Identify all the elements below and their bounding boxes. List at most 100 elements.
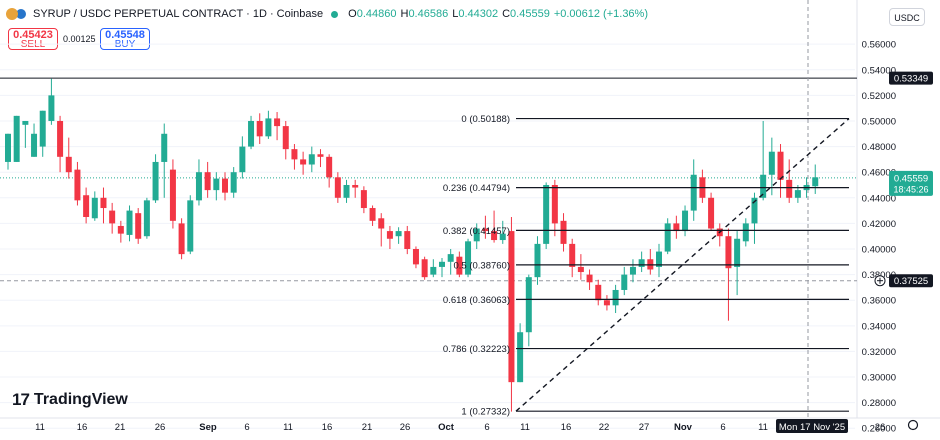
- high-label: H: [400, 8, 409, 20]
- candle-body: [534, 243, 541, 278]
- y-tick-label: 0.32000: [862, 347, 896, 358]
- candle-body: [629, 266, 636, 275]
- x-tick-label: 16: [77, 422, 88, 433]
- countdown-label: 18:45:26: [893, 184, 928, 194]
- candle-body: [786, 179, 793, 198]
- settings-gear-icon[interactable]: [907, 419, 919, 431]
- fib-trend-line[interactable]: [515, 118, 850, 412]
- candle-body: [430, 266, 437, 275]
- x-tick-label: 6: [244, 422, 249, 433]
- candle-body: [230, 172, 237, 193]
- y-tick-label: 0.26000: [862, 424, 896, 435]
- candle-body: [812, 177, 819, 187]
- close-label: C: [502, 8, 511, 20]
- candle-body: [560, 220, 567, 244]
- candle-body: [586, 274, 593, 283]
- chart-header: SYRUP / USDC PERPETUAL CONTRACT · 1D · C…: [6, 8, 648, 20]
- candle-body: [551, 184, 558, 224]
- x-tick-label: Sep: [199, 422, 217, 433]
- candle-body: [334, 177, 341, 198]
- symbol-title[interactable]: SYRUP / USDC PERPETUAL CONTRACT · 1D · C…: [33, 8, 324, 20]
- y-tick-label: 0.30000: [862, 373, 896, 384]
- x-tick-label: 27: [639, 422, 650, 433]
- candle-body: [491, 231, 498, 241]
- candle-body: [369, 208, 376, 221]
- low-label: L: [452, 8, 459, 20]
- candle-body: [777, 151, 784, 180]
- candle-body: [39, 110, 46, 147]
- candle-body: [508, 231, 515, 383]
- fib-level-label: 0.236 (0.44794): [443, 183, 510, 194]
- y-tick-label: 0.48000: [862, 142, 896, 153]
- price-tag-bg: [889, 71, 933, 85]
- candle-body: [517, 332, 524, 383]
- candle-body: [378, 218, 385, 229]
- candle-body: [204, 172, 211, 191]
- candle-body: [195, 172, 202, 201]
- candle-body: [343, 184, 350, 198]
- candle-body: [109, 210, 116, 224]
- candle-body: [525, 277, 532, 333]
- close-value: 0.45559: [510, 8, 550, 20]
- y-tick-label: 0.50000: [862, 116, 896, 127]
- candle-body: [74, 169, 81, 201]
- tradingview-logo[interactable]: 17 TradingView: [12, 390, 128, 410]
- y-tick-label: 0.54000: [862, 65, 896, 76]
- high-value: 0.46586: [408, 8, 449, 20]
- candle-body: [300, 159, 307, 165]
- candle-body: [31, 133, 38, 157]
- candle-body: [222, 178, 228, 193]
- fib-level-label: 0 (0.50188): [461, 114, 510, 125]
- candle-body: [465, 241, 472, 275]
- x-tick-label: 11: [758, 422, 768, 433]
- candle-body: [638, 259, 645, 267]
- open-label: O: [348, 8, 357, 20]
- currency-button[interactable]: USDC: [889, 8, 925, 26]
- candle-body: [499, 233, 506, 241]
- fib-level-label: 0.382 (0.41457): [443, 226, 510, 237]
- x-tick-label: 11: [35, 422, 45, 433]
- x-tick-label: 26: [155, 422, 166, 433]
- candle-body: [603, 300, 610, 306]
- candle-body: [282, 126, 289, 150]
- x-tick-label: 16: [561, 422, 572, 433]
- last-price-tag-bg: [889, 170, 933, 196]
- candle-body: [708, 197, 715, 229]
- candle-body: [456, 256, 463, 275]
- candle-body: [482, 228, 489, 232]
- crosshair-price-label: 0.37525: [894, 276, 928, 287]
- candle-body: [439, 261, 445, 267]
- candle-body: [595, 284, 602, 301]
- open-value: 0.44860: [356, 8, 397, 20]
- candle-body: [213, 178, 220, 191]
- candle-body: [352, 184, 359, 188]
- candle-body: [317, 154, 324, 157]
- y-tick-label: 0.36000: [862, 296, 896, 307]
- candle-body: [386, 231, 393, 239]
- candle-body: [690, 174, 697, 211]
- candle-body: [161, 133, 168, 162]
- candle-body: [48, 95, 55, 121]
- candle-body: [57, 120, 64, 157]
- candle-body: [5, 133, 11, 162]
- candle-body: [473, 228, 480, 242]
- y-tick-label: 0.42000: [862, 219, 896, 230]
- candle-body: [143, 200, 150, 237]
- candle-body: [656, 251, 662, 267]
- y-tick-label: 0.34000: [862, 321, 896, 332]
- candle-body: [83, 195, 90, 217]
- fib-level-label: 0.5 (0.38760): [453, 260, 510, 271]
- fib-level-label: 0.786 (0.32223): [443, 344, 510, 355]
- candle-body: [543, 184, 550, 244]
- x-tick-label: 6: [484, 422, 489, 433]
- candle-body: [239, 146, 246, 173]
- y-tick-label: 0.46000: [862, 168, 896, 179]
- candle-body: [734, 238, 741, 267]
- x-tick-label: 11: [283, 422, 293, 433]
- buy-price: 0.45548: [105, 29, 145, 41]
- candle-body: [265, 118, 272, 137]
- x-tick-label: 26: [875, 422, 886, 433]
- candle-body: [22, 120, 29, 125]
- y-tick-label: 0.40000: [862, 245, 896, 256]
